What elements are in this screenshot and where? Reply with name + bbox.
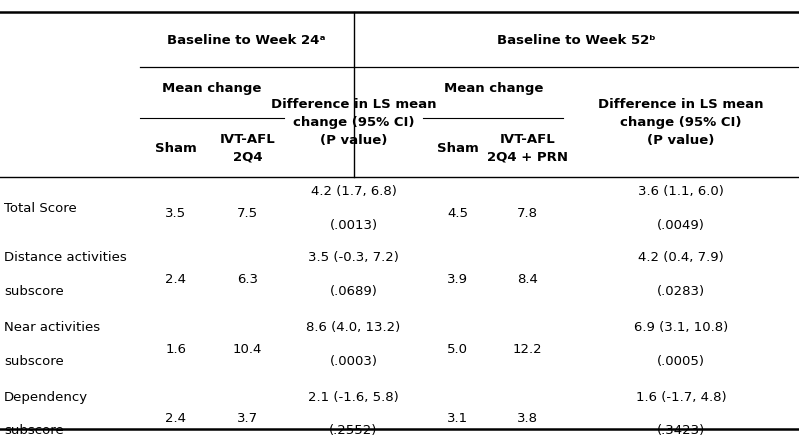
Text: 3.1: 3.1 (447, 411, 468, 424)
Text: subscore: subscore (4, 284, 64, 297)
Text: subscore: subscore (4, 354, 64, 367)
Text: subscore: subscore (4, 423, 64, 436)
Text: 4.2 (0.4, 7.9): 4.2 (0.4, 7.9) (638, 251, 724, 264)
Text: (.3423): (.3423) (657, 423, 706, 436)
Text: 3.7: 3.7 (237, 411, 258, 424)
Text: 1.6: 1.6 (165, 343, 186, 355)
Text: Sham: Sham (436, 141, 479, 154)
Text: 2.1 (-1.6, 5.8): 2.1 (-1.6, 5.8) (308, 390, 399, 403)
Text: 3.5: 3.5 (165, 207, 186, 219)
Text: (.0005): (.0005) (657, 354, 706, 367)
Text: Baseline to Week 52ᵇ: Baseline to Week 52ᵇ (497, 34, 656, 47)
Text: Total Score: Total Score (4, 201, 77, 215)
Text: Difference in LS mean
change (95% CI)
(​P value): Difference in LS mean change (95% CI) (​… (271, 98, 436, 147)
Text: 7.8: 7.8 (517, 207, 538, 219)
Text: 3.5 (-0.3, 7.2): 3.5 (-0.3, 7.2) (308, 251, 399, 264)
Text: (.0689): (.0689) (330, 284, 377, 297)
Text: IVT-AFL
2Q4 + PRN: IVT-AFL 2Q4 + PRN (487, 133, 568, 163)
Text: 3.8: 3.8 (517, 411, 538, 424)
Text: IVT-AFL
2Q4: IVT-AFL 2Q4 (220, 133, 276, 163)
Text: Distance activities: Distance activities (4, 251, 127, 264)
Text: (.0013): (.0013) (329, 218, 378, 231)
Text: 6.3: 6.3 (237, 272, 258, 285)
Text: 6.9 (3.1, 10.8): 6.9 (3.1, 10.8) (634, 321, 728, 334)
Text: Dependency: Dependency (4, 390, 88, 403)
Text: Baseline to Week 24ᵃ: Baseline to Week 24ᵃ (168, 34, 326, 47)
Text: 2.4: 2.4 (165, 272, 186, 285)
Text: Difference in LS mean
change (95% CI)
(​P value): Difference in LS mean change (95% CI) (​… (598, 98, 764, 147)
Text: 8.6 (4.0, 13.2): 8.6 (4.0, 13.2) (307, 321, 400, 334)
Text: Near activities: Near activities (4, 321, 100, 334)
Text: Mean change: Mean change (443, 82, 543, 95)
Text: (.2552): (.2552) (329, 423, 378, 436)
Text: 3.6 (1.1, 6.0): 3.6 (1.1, 6.0) (638, 185, 724, 198)
Text: 5.0: 5.0 (447, 343, 468, 355)
Text: (.0283): (.0283) (657, 284, 706, 297)
Text: 8.4: 8.4 (517, 272, 538, 285)
Text: 12.2: 12.2 (512, 343, 543, 355)
Text: (.0049): (.0049) (658, 218, 705, 231)
Text: 2.4: 2.4 (165, 411, 186, 424)
Text: 10.4: 10.4 (233, 343, 262, 355)
Text: 3.9: 3.9 (447, 272, 468, 285)
Text: 7.5: 7.5 (237, 207, 258, 219)
Text: 4.2 (1.7, 6.8): 4.2 (1.7, 6.8) (311, 185, 396, 198)
Text: Sham: Sham (155, 141, 197, 154)
Text: (.0003): (.0003) (329, 354, 378, 367)
Text: 4.5: 4.5 (447, 207, 468, 219)
Text: 1.6 (-1.7, 4.8): 1.6 (-1.7, 4.8) (636, 390, 726, 403)
Text: Mean change: Mean change (162, 82, 261, 95)
